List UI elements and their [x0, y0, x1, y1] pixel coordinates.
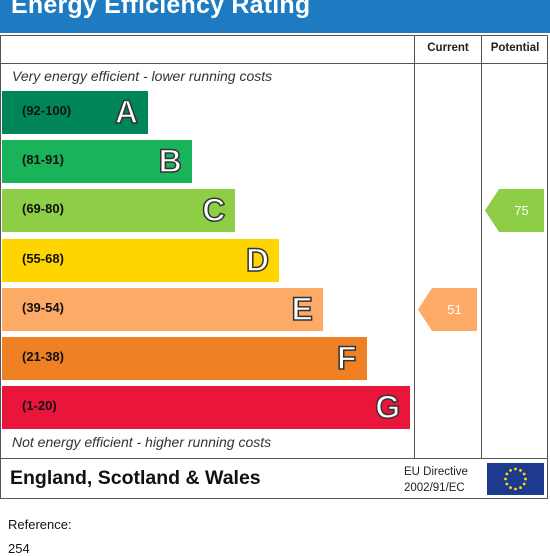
rating-range-label: (39-54): [22, 299, 64, 315]
footer-divider: [0, 458, 548, 459]
reference-label: Reference:: [8, 517, 72, 532]
current-column-header: Current: [427, 42, 469, 54]
potential-column-divider: [481, 35, 482, 459]
rating-bar-a: (92-100) A: [2, 91, 148, 134]
rating-bar-f: (21-38) F: [2, 337, 367, 380]
rating-letter: G: [375, 388, 401, 426]
potential-rating-arrow-value: 75: [514, 203, 529, 219]
rating-letter: A: [114, 93, 139, 131]
chart-title: Energy Efficiency Rating: [11, 0, 311, 19]
eu-directive: EU Directive 2002/91/EC: [404, 464, 468, 496]
rating-letter: E: [291, 290, 314, 328]
bottom-note: Not energy efficient - higher running co…: [12, 434, 272, 450]
header-divider: [0, 63, 548, 64]
rating-bar-g: (1-20) G: [2, 386, 411, 430]
rating-bar-e: (39-54) E: [2, 287, 323, 331]
potential-rating-arrow-shape: [485, 189, 544, 233]
top-note: Very energy efficient - lower running co…: [12, 68, 273, 84]
rating-letter: C: [202, 192, 227, 230]
rating-frame: [0, 35, 548, 499]
rating-range-label: (92-100): [22, 103, 72, 118]
potential-column-header: Potential: [490, 42, 540, 54]
rating-bar-c: (69-80) C: [2, 189, 236, 233]
rating-letter: F: [336, 339, 357, 377]
current-rating-arrow-value: 51: [447, 301, 462, 317]
potential-rating-arrow: 75: [485, 189, 544, 233]
rating-range-label: (81-91): [22, 152, 64, 168]
rating-range-label: (21-38): [22, 349, 64, 364]
eu-flag-icon: [487, 463, 544, 495]
current-rating-arrow: 51: [418, 287, 477, 331]
region-label: England, Scotland & Wales: [10, 467, 261, 489]
reference-value: 254: [8, 541, 30, 556]
rating-letter: D: [245, 241, 270, 279]
rating-range-label: (1-20): [22, 398, 57, 414]
current-column-divider: [414, 35, 415, 459]
rating-bar-b: (81-91) B: [2, 140, 192, 184]
title-bar: Energy Efficiency Rating: [0, 0, 550, 33]
rating-range-label: (69-80): [22, 201, 64, 217]
rating-bar-d: (55-68) D: [2, 238, 280, 282]
eu-directive-line2: 2002/91/EC: [404, 482, 465, 494]
eu-directive-line1: EU Directive: [404, 466, 468, 478]
rating-letter: B: [158, 142, 183, 180]
rating-range-label: (55-68): [22, 250, 64, 266]
current-rating-arrow-shape: [418, 287, 477, 331]
